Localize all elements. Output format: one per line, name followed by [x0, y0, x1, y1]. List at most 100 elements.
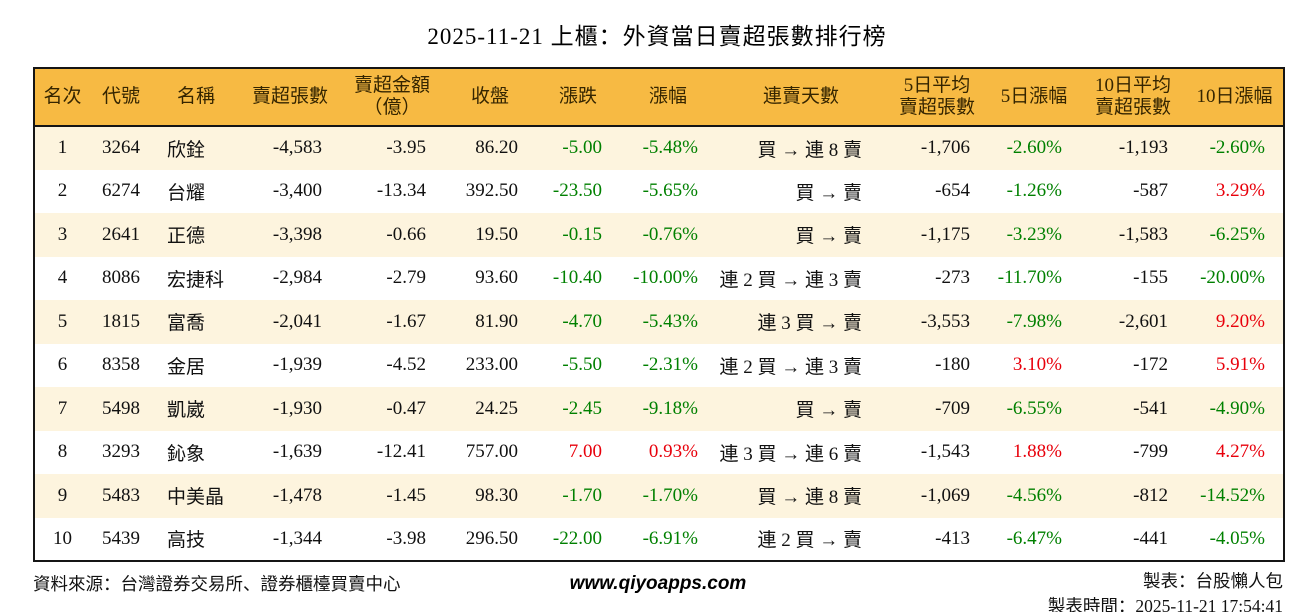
cell-rank: 7 — [57, 397, 68, 419]
cell-change-pct: -2.31% — [642, 354, 698, 376]
cell-avg5: -709 — [935, 397, 970, 419]
cell-avg10: -587 — [1133, 180, 1168, 202]
cell-sell-amount: -3.95 — [386, 137, 426, 159]
cell-sell-amount: -3.98 — [386, 527, 426, 549]
cell-code: 5498 — [102, 397, 140, 419]
ranking-table: 名次 代號 名稱 賣超張數 賣超金額 （億） 收盤 漲跌 漲幅 連賣天數 5日平… — [33, 67, 1285, 562]
cell-pct5: -7.98% — [1006, 310, 1062, 332]
cell-close: 98.30 — [475, 484, 518, 506]
cell-change: -10.40 — [552, 267, 602, 289]
cell-sell-volume: -1,478 — [272, 484, 322, 506]
cell-pct5: -11.70% — [997, 267, 1062, 289]
cell-code: 1815 — [102, 310, 140, 332]
cell-close: 86.20 — [475, 137, 518, 159]
table-row: 2 6274 台耀 -3,400 -13.34 392.50 -23.50 -5… — [34, 169, 1284, 213]
cell-code: 5483 — [102, 484, 140, 506]
cell-pct10: -14.52% — [1200, 484, 1265, 506]
col-header-pct10: 10日漲幅 — [1186, 68, 1284, 127]
cell-pct5: -3.23% — [1006, 223, 1062, 245]
cell-rank: 6 — [57, 354, 68, 376]
cell-change: -22.00 — [552, 527, 602, 549]
cell-rank: 3 — [57, 223, 68, 245]
cell-rank: 8 — [57, 441, 68, 463]
cell-change: -4.70 — [562, 310, 602, 332]
cell-avg5: -1,706 — [920, 137, 970, 159]
cell-pct5: -4.56% — [1006, 484, 1062, 506]
col-header-change-pct: 漲幅 — [620, 68, 716, 127]
cell-change: 7.00 — [568, 441, 602, 463]
cell-name: 富喬 — [167, 313, 206, 335]
cell-change: -23.50 — [552, 180, 602, 202]
cell-sell-amount: -12.41 — [376, 441, 426, 463]
cell-sell-volume: -3,400 — [272, 180, 322, 202]
cell-avg5: -3,553 — [920, 310, 970, 332]
made-time-text: 製表時間：2025-11-21 17:54:41 — [1047, 596, 1284, 612]
cell-sell-volume: -4,583 — [272, 137, 322, 159]
col-header-pct5: 5日漲幅 — [988, 68, 1080, 127]
page-title: 2025-11-21 上櫃：外資當日賣超張數排行榜 — [427, 24, 887, 49]
col-header-name: 名稱 — [152, 68, 240, 127]
cell-sell-amount: -1.67 — [386, 310, 426, 332]
cell-pct10: -4.90% — [1209, 397, 1265, 419]
maker-text: 製表：台股懶人包 — [1143, 571, 1284, 591]
cell-change: -5.50 — [562, 354, 602, 376]
cell-change-pct: 0.93% — [648, 441, 698, 463]
cell-close: 19.50 — [475, 223, 518, 245]
cell-close: 81.90 — [475, 310, 518, 332]
cell-name: 中美晶 — [167, 487, 225, 509]
cell-sell-volume: -2,984 — [272, 267, 322, 289]
footer: 資料來源：台灣證券交易所、證券櫃檯買賣中心 www.qiyoapps.com 製… — [33, 569, 1283, 612]
cell-change: -5.00 — [562, 137, 602, 159]
cell-avg10: -172 — [1133, 354, 1168, 376]
table-row: 1 3264 欣銓 -4,583 -3.95 86.20 -5.00 -5.48… — [34, 126, 1284, 170]
cell-code: 8358 — [102, 354, 140, 376]
cell-rank: 10 — [53, 527, 72, 549]
col-header-change: 漲跌 — [536, 68, 620, 127]
cell-name: 宏捷科 — [167, 269, 225, 291]
cell-streak: 買 → 賣 — [795, 226, 862, 248]
cell-name: 正德 — [167, 226, 206, 248]
table-row: 4 8086 宏捷科 -2,984 -2.79 93.60 -10.40 -10… — [34, 256, 1284, 300]
cell-code: 6274 — [102, 180, 140, 202]
maker-block: 製表：台股懶人包 製表時間：2025-11-21 17:54:41 — [746, 569, 1283, 612]
cell-streak: 買 → 連 8 賣 — [757, 139, 862, 161]
cell-sell-volume: -1,639 — [272, 441, 322, 463]
cell-code: 2641 — [102, 223, 140, 245]
cell-pct5: 3.10% — [1012, 354, 1062, 376]
table-row: 6 8358 金居 -1,939 -4.52 233.00 -5.50 -2.3… — [34, 343, 1284, 387]
cell-change: -2.45 — [562, 397, 602, 419]
website-url: www.qiyoapps.com — [569, 573, 747, 594]
cell-pct10: 5.91% — [1215, 354, 1265, 376]
col-header-avg5: 5日平均 賣超張數 — [886, 68, 988, 127]
data-source-text: 資料來源：台灣證券交易所、證券櫃檯買賣中心 — [33, 574, 401, 594]
cell-pct5: -6.55% — [1006, 397, 1062, 419]
cell-streak: 連 3 買 → 連 6 賣 — [719, 443, 862, 465]
col-header-sell-amount: 賣超金額 （億） — [340, 68, 444, 127]
cell-avg10: -1,193 — [1118, 137, 1168, 159]
cell-change-pct: -1.70% — [642, 484, 698, 506]
cell-change-pct: -0.76% — [642, 223, 698, 245]
cell-avg10: -1,583 — [1118, 223, 1168, 245]
cell-close: 93.60 — [475, 267, 518, 289]
cell-avg5: -1,175 — [920, 223, 970, 245]
cell-pct10: 3.29% — [1215, 180, 1265, 202]
cell-sell-volume: -1,930 — [272, 397, 322, 419]
cell-change: -0.15 — [562, 223, 602, 245]
cell-sell-volume: -3,398 — [272, 223, 322, 245]
cell-rank: 5 — [57, 310, 68, 332]
cell-name: 欣銓 — [167, 139, 206, 161]
cell-avg5: -1,069 — [920, 484, 970, 506]
cell-rank: 2 — [57, 180, 68, 202]
cell-pct10: -20.00% — [1200, 267, 1265, 289]
cell-streak: 連 3 買 → 賣 — [757, 313, 862, 335]
col-header-streak: 連賣天數 — [716, 68, 886, 127]
cell-avg10: -541 — [1133, 397, 1168, 419]
cell-change-pct: -6.91% — [642, 527, 698, 549]
cell-avg5: -273 — [935, 267, 970, 289]
cell-name: 鈊象 — [167, 443, 206, 465]
table-row: 10 5439 高技 -1,344 -3.98 296.50 -22.00 -6… — [34, 517, 1284, 561]
table-body: 1 3264 欣銓 -4,583 -3.95 86.20 -5.00 -5.48… — [34, 126, 1284, 561]
cell-sell-volume: -2,041 — [272, 310, 322, 332]
cell-streak: 連 2 買 → 賣 — [757, 530, 862, 552]
